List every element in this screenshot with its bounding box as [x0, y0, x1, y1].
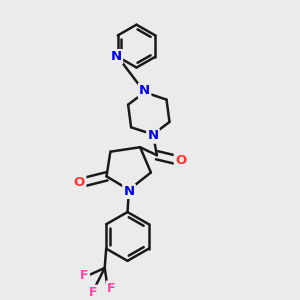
- Text: F: F: [88, 286, 97, 299]
- Text: F: F: [80, 269, 89, 282]
- Text: F: F: [107, 282, 116, 295]
- Text: O: O: [175, 154, 186, 166]
- Text: N: N: [111, 50, 122, 63]
- Text: O: O: [74, 176, 85, 188]
- Text: N: N: [139, 84, 150, 97]
- Text: N: N: [123, 185, 135, 198]
- Text: N: N: [147, 129, 159, 142]
